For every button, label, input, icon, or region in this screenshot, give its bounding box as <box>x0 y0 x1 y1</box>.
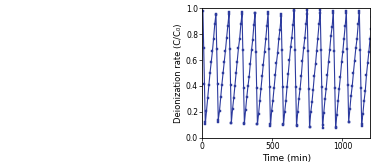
X-axis label: Time (min): Time (min) <box>262 154 311 163</box>
Y-axis label: Deionization rate (C/C₀): Deionization rate (C/C₀) <box>174 23 183 123</box>
